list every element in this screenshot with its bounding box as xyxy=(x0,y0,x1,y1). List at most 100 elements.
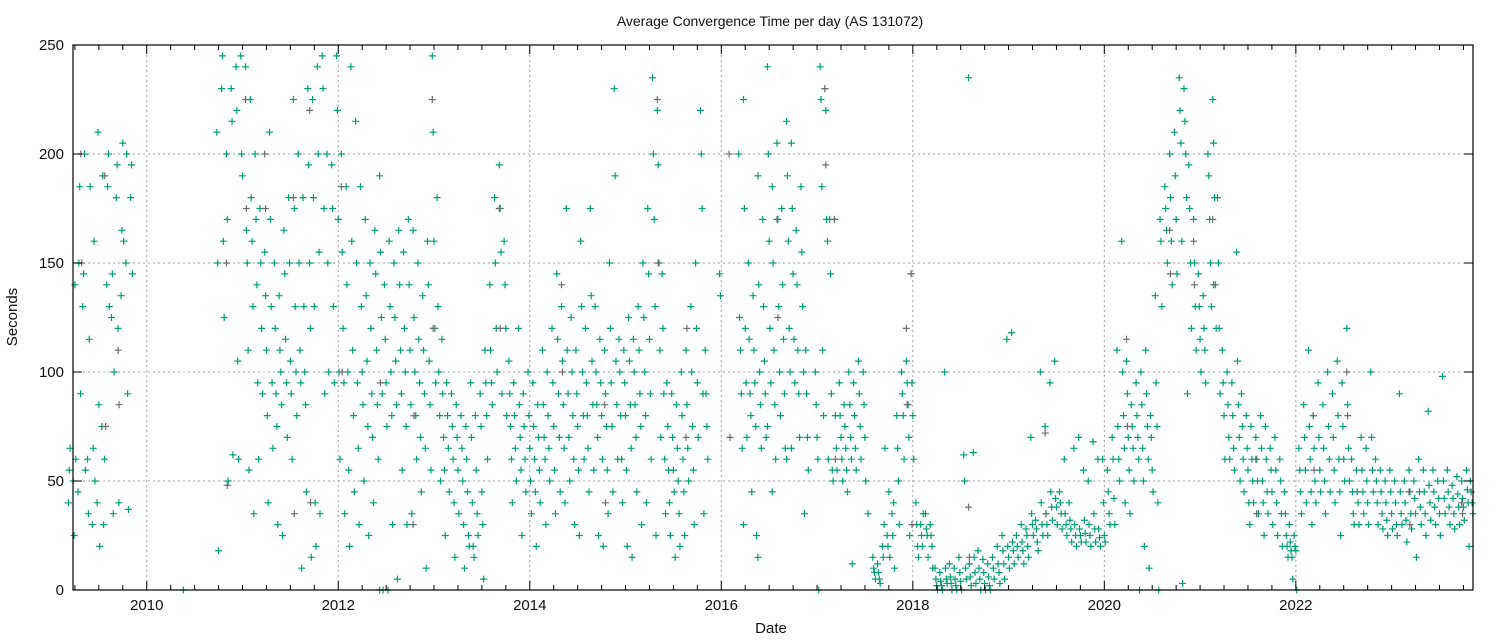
data-point-primary xyxy=(373,346,381,354)
data-point-primary xyxy=(404,215,412,223)
data-point-primary xyxy=(762,433,770,441)
data-point-primary xyxy=(761,390,769,398)
data-point-primary xyxy=(1051,357,1059,365)
data-point-primary xyxy=(402,423,410,430)
data-point-primary xyxy=(673,444,681,452)
data-point-primary xyxy=(985,582,993,590)
data-point-primary xyxy=(870,564,878,572)
data-point-primary xyxy=(1289,575,1297,583)
data-point-primary xyxy=(1398,521,1406,529)
data-point-primary xyxy=(1304,346,1312,354)
data-point-primary xyxy=(287,390,295,398)
data-point-primary xyxy=(1149,488,1157,496)
data-point-primary xyxy=(267,303,275,311)
data-point-primary xyxy=(1439,372,1447,380)
data-point-primary xyxy=(1075,433,1083,441)
data-point-primary xyxy=(1432,521,1440,529)
data-point-primary xyxy=(566,477,574,485)
data-point-primary xyxy=(1219,379,1227,387)
y-tick-label: 0 xyxy=(56,582,64,599)
data-point-primary xyxy=(1240,488,1248,496)
data-point-primary xyxy=(80,270,88,278)
data-point-primary xyxy=(1244,466,1252,474)
data-point-primary xyxy=(743,433,751,441)
data-point-primary xyxy=(128,161,136,169)
data-point-primary xyxy=(527,510,535,518)
data-point-primary xyxy=(360,477,368,485)
data-point-primary xyxy=(1378,510,1386,518)
data-point-primary xyxy=(639,259,647,267)
data-point-primary xyxy=(529,379,537,387)
data-point-primary xyxy=(608,423,616,430)
data-point-primary xyxy=(1443,466,1451,474)
data-point-primary xyxy=(1129,444,1137,452)
data-point-primary xyxy=(374,455,382,463)
data-point-primary xyxy=(421,444,429,452)
data-point-primary xyxy=(1365,521,1373,529)
data-point-primary xyxy=(94,128,102,136)
data-point-primary xyxy=(388,412,396,420)
data-point-primary xyxy=(1236,477,1244,485)
data-point-secondary xyxy=(1253,510,1261,518)
data-point-primary xyxy=(1173,270,1181,278)
data-point-primary xyxy=(1283,542,1291,550)
data-point-primary xyxy=(1234,357,1242,365)
data-point-primary xyxy=(646,390,654,398)
data-point-primary xyxy=(1344,401,1352,409)
data-point-primary xyxy=(1445,503,1453,511)
data-point-primary xyxy=(748,488,756,496)
data-point-primary xyxy=(1315,433,1323,441)
data-point-primary xyxy=(802,346,810,354)
data-point-primary xyxy=(1383,516,1391,524)
data-point-primary xyxy=(561,499,569,507)
data-point-primary xyxy=(1027,433,1035,441)
data-point-primary xyxy=(462,423,470,430)
data-point-primary xyxy=(1415,455,1423,463)
data-point-primary xyxy=(356,183,364,191)
data-point-primary xyxy=(704,455,712,463)
data-point-primary xyxy=(817,96,825,103)
data-point-primary xyxy=(855,390,863,398)
data-point-primary xyxy=(1153,423,1161,430)
data-point-primary xyxy=(277,368,285,376)
data-point-primary xyxy=(328,161,336,169)
data-point-primary xyxy=(852,466,860,474)
data-point-primary xyxy=(780,335,788,343)
data-point-primary xyxy=(266,215,274,223)
data-point-primary xyxy=(965,560,973,568)
data-point-primary xyxy=(451,553,459,561)
y-tick-label: 250 xyxy=(39,37,64,54)
data-point-primary xyxy=(875,575,883,583)
data-point-primary xyxy=(1345,477,1353,485)
data-point-primary xyxy=(304,85,312,93)
data-point-primary xyxy=(766,324,774,332)
data-point-primary xyxy=(1290,532,1298,539)
data-point-primary xyxy=(460,564,468,572)
data-point-primary xyxy=(1343,324,1351,332)
data-point-primary xyxy=(1397,510,1405,518)
data-point-primary xyxy=(1082,538,1090,546)
data-point-primary xyxy=(742,379,750,387)
data-point-primary xyxy=(957,577,965,585)
data-point-primary xyxy=(567,314,575,321)
data-point-primary xyxy=(1286,538,1294,546)
data-point-secondary xyxy=(653,96,661,103)
data-point-primary xyxy=(1162,205,1170,212)
data-point-primary xyxy=(432,379,440,387)
data-point-primary xyxy=(669,466,677,474)
data-point-primary xyxy=(803,433,811,441)
data-point-primary xyxy=(218,85,226,93)
data-point-primary xyxy=(1028,510,1036,518)
x-axis-label: Date xyxy=(755,620,787,637)
data-point-primary xyxy=(682,346,690,354)
data-point-primary xyxy=(387,368,395,376)
data-point-primary xyxy=(410,314,418,321)
data-point-primary xyxy=(912,499,920,507)
data-point-primary xyxy=(228,117,236,125)
data-point-primary xyxy=(1431,503,1439,511)
data-point-primary xyxy=(1100,532,1108,539)
data-point-primary xyxy=(792,226,800,234)
data-point-primary xyxy=(789,270,797,278)
data-point-primary xyxy=(1029,532,1037,539)
data-point-primary xyxy=(625,314,633,321)
